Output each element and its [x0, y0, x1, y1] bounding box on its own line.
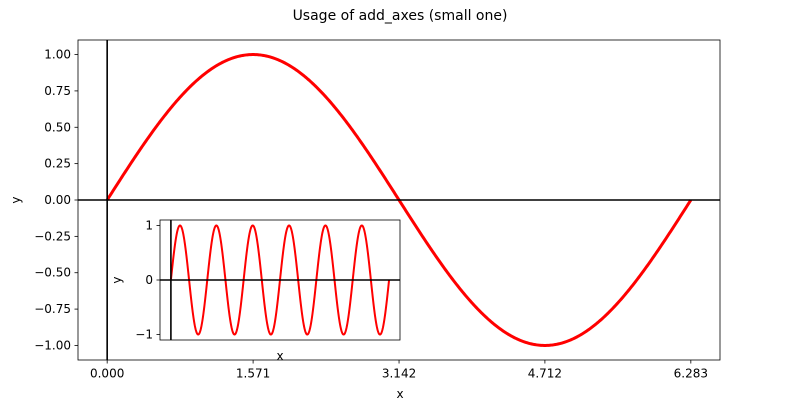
inset-axes: 1 0 −1 x y: [110, 218, 401, 363]
main-x-tick-label-2: 3.142: [382, 367, 416, 381]
inset-y-tick-label-1: 0: [145, 273, 153, 287]
main-x-tick-label-1: 1.571: [236, 367, 270, 381]
main-y-axis-label: y: [9, 196, 23, 203]
inset-y-axis-label: y: [110, 276, 124, 283]
inset-clipped-content: [160, 220, 400, 340]
main-y-tick-label-4: 0.00: [44, 193, 71, 207]
main-y-tick-label-7: −0.75: [34, 302, 71, 316]
main-x-axis-label: x: [396, 387, 403, 400]
main-y-tick-label-8: −1.00: [34, 338, 71, 352]
main-y-tick-label-5: −0.25: [34, 229, 71, 243]
chart-title: Usage of add_axes (small one): [293, 8, 508, 24]
main-x-tick-label-0: 0.000: [90, 367, 124, 381]
inset-plot-area: 1 0 −1: [135, 218, 401, 342]
main-clipped-content: [78, 40, 720, 360]
inset-y-tick-label-2: −1: [135, 328, 153, 342]
main-y-tick-label-0: 1.00: [44, 48, 71, 62]
main-y-tick-label-1: 0.75: [44, 84, 71, 98]
main-y-tick-label-2: 0.50: [44, 120, 71, 134]
inset-x-axis-label: x: [276, 349, 283, 363]
main-y-tick-label-6: −0.50: [34, 266, 71, 280]
main-y-tick-label-3: 0.25: [44, 157, 71, 171]
inset-y-tick-label-0: 1: [145, 218, 153, 232]
main-x-tick-label-4: 6.283: [674, 367, 708, 381]
main-x-tick-label-3: 4.712: [528, 367, 562, 381]
